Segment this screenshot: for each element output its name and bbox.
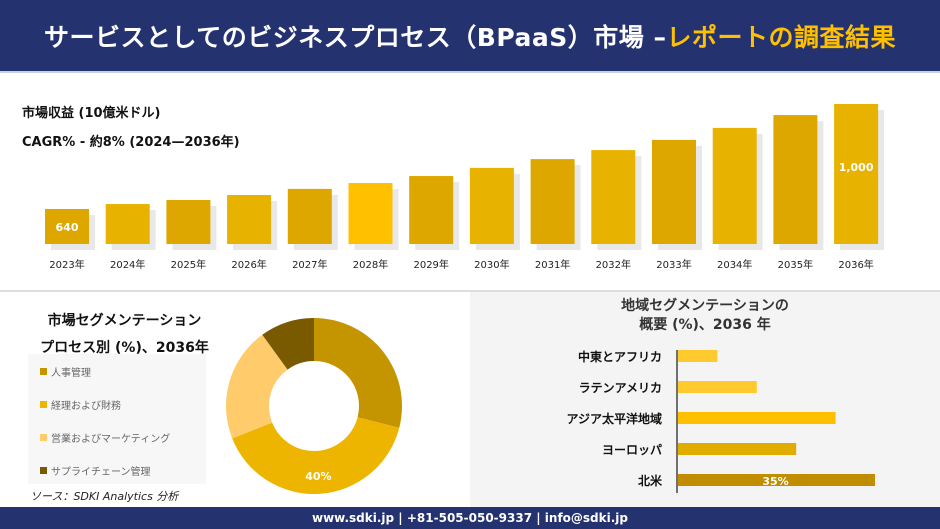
x-tick-label: 2031年: [535, 258, 570, 271]
bar-2028年: [348, 183, 393, 244]
x-tick-label: 2028年: [353, 258, 388, 271]
donut-slice-3: [262, 318, 314, 370]
x-tick-label: 2027年: [292, 258, 327, 271]
legend-label: サプライチェーン管理: [51, 467, 151, 478]
legend-swatch: [40, 368, 47, 375]
bar-2035年: [773, 115, 818, 244]
legend-swatch: [40, 467, 47, 474]
segment-title-line2: プロセス別 (%)、2036年: [40, 340, 209, 356]
x-tick-label: 2023年: [49, 258, 84, 271]
data-label: 640: [56, 221, 79, 234]
x-tick-label: 2025年: [171, 258, 206, 271]
legend-item: 営業およびマーケティング: [40, 430, 170, 445]
x-tick-label: 2024年: [110, 258, 145, 271]
legend-item: サプライチェーン管理: [40, 463, 151, 478]
legend-label: 人事管理: [51, 368, 91, 379]
donut-slice-0: [314, 318, 402, 428]
title-main: サービスとしてのビジネスプロセス（BPaaS）市場 –: [44, 22, 667, 52]
title-highlight: レポートの調査結果: [666, 22, 896, 52]
process-donut-chart: 40%: [226, 318, 402, 495]
cagr-label: CAGR% - 約8% (2024—2036年): [22, 135, 240, 150]
legend-item: 経理および財務: [40, 397, 121, 412]
x-tick-label: 2029年: [413, 258, 448, 271]
revenue-label: 市場収益 (10億米ドル): [22, 106, 161, 121]
revenue-bar-chart: 2023年 640 2024年 2025年 2026年 2027年 2028年 2029年 20…: [45, 104, 885, 271]
legend-label: 経理および財務: [51, 401, 121, 412]
category-label: 北米: [638, 473, 663, 488]
x-tick-label: 2033年: [656, 258, 691, 271]
x-tick-label: 2036年: [838, 258, 873, 271]
legend-swatch: [40, 401, 47, 408]
legend-label: 営業およびマーケティング: [51, 434, 171, 445]
x-tick-label: 2035年: [778, 258, 813, 271]
bar-アジア太平洋地域: [678, 412, 836, 424]
bar-2027年: [287, 188, 332, 244]
category-label: ヨーロッパ: [602, 443, 662, 457]
divider: [0, 290, 940, 292]
bar-2025年: [166, 199, 211, 244]
bar-北米: [678, 474, 875, 486]
bar-ヨーロッパ: [678, 443, 797, 455]
region-title-line2: 概要 (%)、2036 年: [639, 317, 771, 333]
x-tick-label: 2032年: [596, 258, 631, 271]
data-label: 35%: [762, 475, 788, 488]
donut-slice-2: [226, 334, 288, 439]
legend-item: 人事管理: [40, 364, 91, 379]
region-title-line1: 地域セグメンテーションの: [621, 298, 789, 314]
category-label: 中東とアフリカ: [578, 349, 662, 364]
bar-2030年: [469, 167, 514, 244]
footer-contact: www.sdki.jp | +81-505-050-9337 | info@sd…: [0, 507, 940, 529]
bar-2031年: [530, 159, 575, 244]
source-note: ソース：SDKI Analytics 分析: [30, 490, 179, 503]
bar-2034年: [712, 127, 757, 244]
bar-2024年: [105, 204, 150, 244]
category-label: ラテンアメリカ: [579, 381, 662, 395]
bar-2023年: [45, 209, 89, 244]
bar-2029年: [409, 176, 454, 244]
x-tick-label: 2034年: [717, 258, 752, 271]
legend-swatch: [40, 434, 47, 441]
category-label: アジア太平洋地域: [566, 411, 662, 426]
bar-2032年: [591, 150, 636, 244]
segment-title-line1: 市場セグメンテーション: [47, 313, 202, 329]
data-label: 40%: [305, 470, 331, 483]
bar-ラテンアメリカ: [678, 381, 757, 393]
region-panel: [470, 292, 940, 508]
bar-2026年: [227, 195, 272, 244]
bar-2036年: [834, 104, 879, 244]
x-tick-label: 2026年: [231, 258, 266, 271]
bar-2033年: [652, 139, 696, 244]
x-tick-label: 2030年: [474, 258, 509, 271]
page-title: サービスとしてのビジネスプロセス（BPaaS）市場 –レポートの調査結果: [44, 18, 896, 54]
header-banner: サービスとしてのビジネスプロセス（BPaaS）市場 –レポートの調査結果: [0, 0, 940, 73]
region-title: 地域セグメンテーションの 概要 (%)、2036 年: [470, 297, 940, 335]
data-label: 1,000: [839, 161, 874, 174]
donut-slice-1: [232, 417, 400, 495]
donut-legend: 人事管理経理および財務営業およびマーケティング サプライチェーン管理: [28, 354, 206, 484]
bar-中東とアフリカ: [678, 350, 718, 362]
